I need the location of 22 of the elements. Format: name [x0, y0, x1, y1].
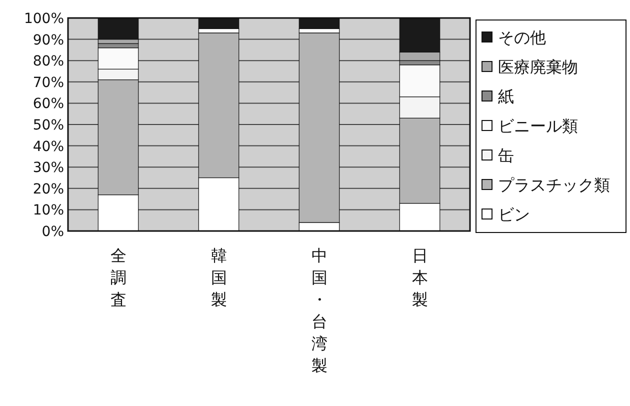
y-tick-label: 0%	[42, 224, 64, 240]
x-tick-label: 全調査	[110, 246, 126, 309]
x-tick-label: 中国・台湾製	[311, 246, 328, 375]
y-tick-label: 40%	[32, 138, 64, 155]
y-tick-label: 20%	[32, 181, 64, 198]
x-tick-label: 韓国製	[210, 246, 227, 309]
y-tick-label: 70%	[32, 74, 64, 91]
legend-label: プラスチック類	[498, 176, 610, 194]
y-tick-label: 10%	[32, 202, 64, 219]
legend-label: ビン	[498, 205, 530, 224]
y-tick-label: 60%	[32, 96, 64, 112]
y-tick-label: 50%	[32, 118, 64, 134]
legend-label: 医療廃棄物	[498, 58, 578, 76]
y-tick-label: 100%	[24, 11, 64, 27]
legend-label: その他	[498, 28, 546, 47]
x-tick-label: 日本製	[412, 246, 428, 309]
y-tick-label: 80%	[32, 54, 64, 70]
legend-label: ビニール類	[498, 116, 578, 136]
y-tick-label: 30%	[32, 160, 64, 176]
legend-label: 缶	[498, 146, 514, 165]
y-tick-label: 90%	[32, 32, 64, 48]
legend-label: 紙	[498, 87, 514, 106]
